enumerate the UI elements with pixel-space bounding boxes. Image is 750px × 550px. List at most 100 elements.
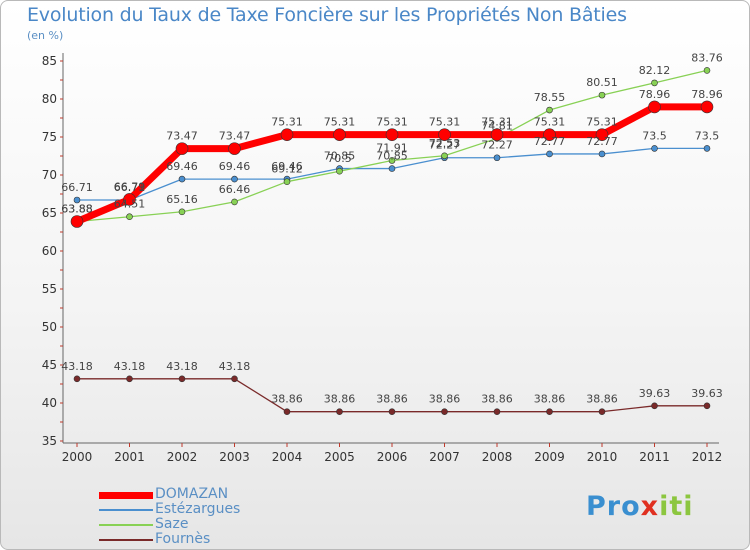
data-label: 73.5 (642, 129, 667, 142)
data-point (178, 208, 186, 216)
data-label: 75.31 (429, 116, 461, 129)
data-point (283, 178, 291, 185)
data-label: 69.46 (219, 160, 251, 173)
data-label: 39.63 (639, 387, 671, 400)
data-point (700, 100, 714, 114)
legend-label: Estézargues (155, 501, 241, 517)
legend-swatch (99, 524, 153, 526)
data-point (598, 91, 606, 99)
data-point (231, 198, 238, 206)
data-point (388, 165, 396, 172)
data-point (283, 408, 291, 415)
data-point (546, 408, 553, 415)
data-label: 72.27 (481, 139, 513, 152)
data-label: 43.18 (114, 360, 146, 373)
y-tick-label: 70 (42, 168, 57, 182)
data-point (73, 375, 81, 383)
data-point (178, 175, 186, 183)
legend-swatch (99, 491, 153, 499)
y-tick-label: 35 (42, 434, 57, 448)
y-tick-label: 50 (42, 320, 57, 334)
data-label: 75.31 (324, 116, 356, 129)
data-label: 66.71 (114, 181, 146, 194)
data-label: 75.31 (271, 116, 303, 129)
legend-label: DOMAZAN (155, 486, 229, 502)
x-tick-label: 2004 (272, 450, 303, 464)
data-point (228, 142, 241, 155)
data-point (546, 150, 553, 158)
data-label: 82.12 (639, 64, 671, 77)
data-label: 38.86 (534, 393, 566, 406)
data-point (388, 157, 396, 164)
data-point (70, 215, 84, 228)
data-label: 72.77 (586, 135, 618, 148)
data-point (123, 193, 136, 206)
data-label: 78.55 (534, 91, 566, 104)
y-tick-label: 40 (42, 396, 57, 410)
data-label: 70.5 (327, 152, 352, 165)
data-label: 69.12 (271, 163, 303, 176)
data-label: 71.91 (376, 141, 408, 154)
y-tick-label: 65 (42, 206, 57, 220)
y-axis-unit: (en %) (27, 29, 64, 42)
data-label: 38.86 (376, 393, 408, 406)
data-label: 78.96 (639, 88, 671, 101)
legend-label: Saze (155, 516, 189, 532)
data-point (651, 79, 658, 87)
data-point (126, 213, 133, 221)
data-point (598, 408, 606, 415)
data-label: 69.46 (271, 160, 303, 173)
y-tick-label: 45 (42, 358, 57, 372)
data-point (73, 196, 81, 204)
x-tick-label: 2008 (482, 450, 513, 464)
data-point (703, 145, 711, 152)
x-tick-label: 2002 (167, 450, 198, 464)
data-point (703, 67, 711, 74)
data-label: 75.31 (481, 116, 513, 129)
data-label: 78.96 (691, 88, 723, 101)
data-point (126, 375, 133, 383)
data-label: 39.63 (691, 387, 723, 400)
data-label: 38.86 (481, 393, 513, 406)
data-label: 83.76 (691, 51, 723, 64)
data-point (441, 152, 448, 160)
data-point (336, 408, 343, 415)
data-label: 63.88 (61, 203, 93, 216)
data-label: 64.51 (114, 198, 146, 211)
data-point (493, 408, 501, 415)
data-point (441, 408, 448, 415)
data-label: 43.18 (61, 360, 93, 373)
data-point (333, 128, 346, 141)
data-label: 73.47 (219, 130, 251, 143)
data-label: 72.53 (429, 137, 461, 150)
data-label: 66.79 (114, 180, 146, 193)
data-label: 70.85 (376, 150, 408, 163)
data-label: 80.51 (586, 76, 618, 89)
x-tick-label: 2005 (324, 450, 355, 464)
proxiti-logo: Proxiti (586, 491, 694, 522)
data-label: 38.86 (324, 393, 356, 406)
data-label: 72.27 (429, 139, 461, 152)
y-tick-label: 85 (42, 54, 57, 68)
data-point (490, 128, 504, 141)
data-point (178, 375, 186, 383)
data-point (493, 154, 501, 162)
legend-swatch (99, 539, 153, 541)
data-label: 75.31 (586, 116, 618, 129)
x-tick-label: 2001 (114, 450, 145, 464)
x-tick-label: 2009 (534, 450, 565, 464)
data-label: 66.71 (61, 181, 93, 194)
legend-label: Fournès (155, 531, 211, 547)
data-label: 66.46 (219, 183, 251, 196)
x-tick-label: 2003 (219, 450, 250, 464)
y-tick-label: 60 (42, 244, 57, 258)
data-label: 74.81 (481, 119, 513, 132)
data-label: 38.86 (429, 393, 461, 406)
data-label: 63.88 (61, 203, 93, 216)
data-point (595, 128, 609, 141)
chart-title: Evolution du Taux de Taxe Foncière sur l… (27, 4, 627, 26)
data-label: 75.31 (534, 116, 566, 129)
data-label: 43.18 (166, 360, 198, 373)
x-tick-label: 2011 (639, 450, 670, 464)
